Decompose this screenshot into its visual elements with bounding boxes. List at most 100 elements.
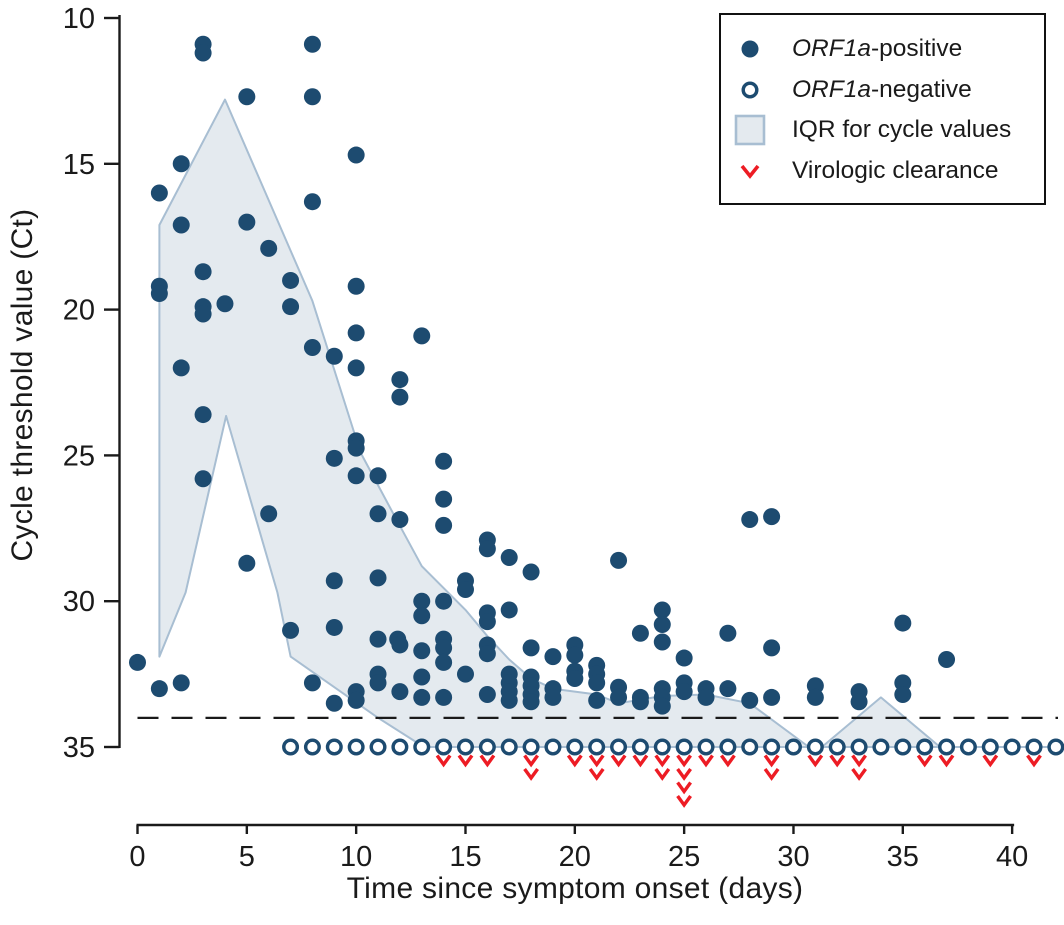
clearance-chevron (654, 754, 671, 768)
positive-point (303, 35, 321, 53)
positive-point (588, 691, 606, 709)
clearance-chevron (588, 768, 605, 781)
positive-point (850, 693, 868, 711)
clearance-chevron (938, 754, 955, 768)
x-tick-label: 20 (559, 841, 591, 873)
negative-point (784, 738, 802, 756)
x-tick-label: 35 (887, 841, 919, 873)
positive-point (282, 621, 300, 639)
clearance-chevron (610, 754, 627, 768)
negative-point (741, 738, 759, 756)
positive-point (806, 688, 824, 706)
positive-point (194, 263, 212, 281)
negative-point (282, 738, 300, 756)
negative-point (347, 738, 365, 756)
clearance-chevron (654, 768, 671, 781)
negative-point (413, 738, 431, 756)
clearance-chevron (982, 754, 999, 768)
positive-point (566, 669, 584, 687)
gene-name: ORF1a (792, 75, 871, 103)
y-tick-label: 10 (63, 3, 95, 35)
positive-point (653, 697, 671, 715)
negative-point (806, 738, 824, 756)
positive-point (522, 563, 540, 581)
positive-point (675, 649, 693, 667)
clearance-chevron (523, 768, 539, 781)
positive-point (522, 693, 540, 711)
positive-point (719, 680, 737, 698)
positive-point (325, 347, 343, 365)
positive-point (741, 691, 759, 709)
x-tick-label: 25 (668, 841, 700, 873)
positive-point (282, 271, 300, 289)
positive-point (610, 688, 628, 706)
negative-point (675, 738, 693, 756)
negative-point (522, 738, 540, 756)
positive-point (347, 691, 365, 709)
positive-point (413, 592, 431, 610)
positive-point (478, 613, 496, 631)
legend-label-orf1a-negative: ORF1a-negative (792, 76, 972, 104)
legend-label-clearance: Virologic clearance (792, 157, 999, 185)
clearance-chevron (523, 754, 539, 768)
y-tick-label: 20 (63, 295, 95, 327)
positive-point (369, 674, 387, 692)
positive-point (391, 511, 409, 529)
negative-point (697, 738, 715, 756)
negative-point (588, 738, 606, 756)
positive-point (500, 691, 518, 709)
negative-point (456, 738, 474, 756)
negative-point (435, 738, 453, 756)
positive-point (522, 639, 540, 657)
negative-point (959, 738, 977, 756)
positive-point (588, 674, 606, 692)
clearance-chevron (566, 754, 583, 768)
positive-point (172, 359, 190, 377)
legend-item-iqr: IQR for cycle values (733, 111, 1044, 149)
clearance-chevron (807, 754, 824, 768)
positive-point (500, 601, 518, 619)
legend-item-clearance: Virologic clearance (733, 152, 1044, 190)
clearance-chevron (698, 754, 714, 768)
positive-point (150, 184, 168, 202)
orf1a-negative-points (282, 738, 1064, 756)
open-circle-icon (741, 81, 759, 99)
positive-point (435, 592, 453, 610)
negative-point (1025, 738, 1043, 756)
negative-point (610, 738, 628, 756)
virologic-clearance-marks (435, 754, 1042, 808)
x-tick-label: 30 (777, 841, 809, 873)
positive-point (238, 88, 256, 106)
clearance-chevron (435, 754, 452, 768)
positive-point (391, 683, 409, 701)
positive-point (303, 339, 321, 357)
legend-label-suffix: Virologic clearance (792, 156, 999, 184)
negative-point (938, 738, 956, 756)
y-tick-label: 15 (63, 149, 95, 181)
negative-point (872, 738, 890, 756)
positive-point (653, 601, 671, 619)
positive-point (806, 677, 824, 695)
clearance-chevron (676, 754, 692, 768)
positive-point (325, 449, 343, 467)
negative-point (828, 738, 846, 756)
positive-point (347, 324, 365, 342)
negative-point (500, 738, 518, 756)
y-tick-label: 30 (63, 586, 95, 618)
negative-point (763, 738, 781, 756)
clearance-chevron (829, 754, 846, 768)
negative-point (981, 738, 999, 756)
positive-point (413, 607, 431, 625)
positive-point (238, 554, 256, 572)
negative-point (478, 738, 496, 756)
positive-point (456, 581, 474, 599)
x-tick-label: 40 (996, 841, 1028, 873)
positive-point (435, 490, 453, 508)
positive-point (894, 614, 912, 632)
clearance-chevron (1026, 754, 1042, 768)
negative-point (631, 738, 649, 756)
negative-point (653, 738, 671, 756)
positive-point (938, 651, 956, 669)
positive-point (566, 646, 584, 664)
positive-point (413, 688, 431, 706)
